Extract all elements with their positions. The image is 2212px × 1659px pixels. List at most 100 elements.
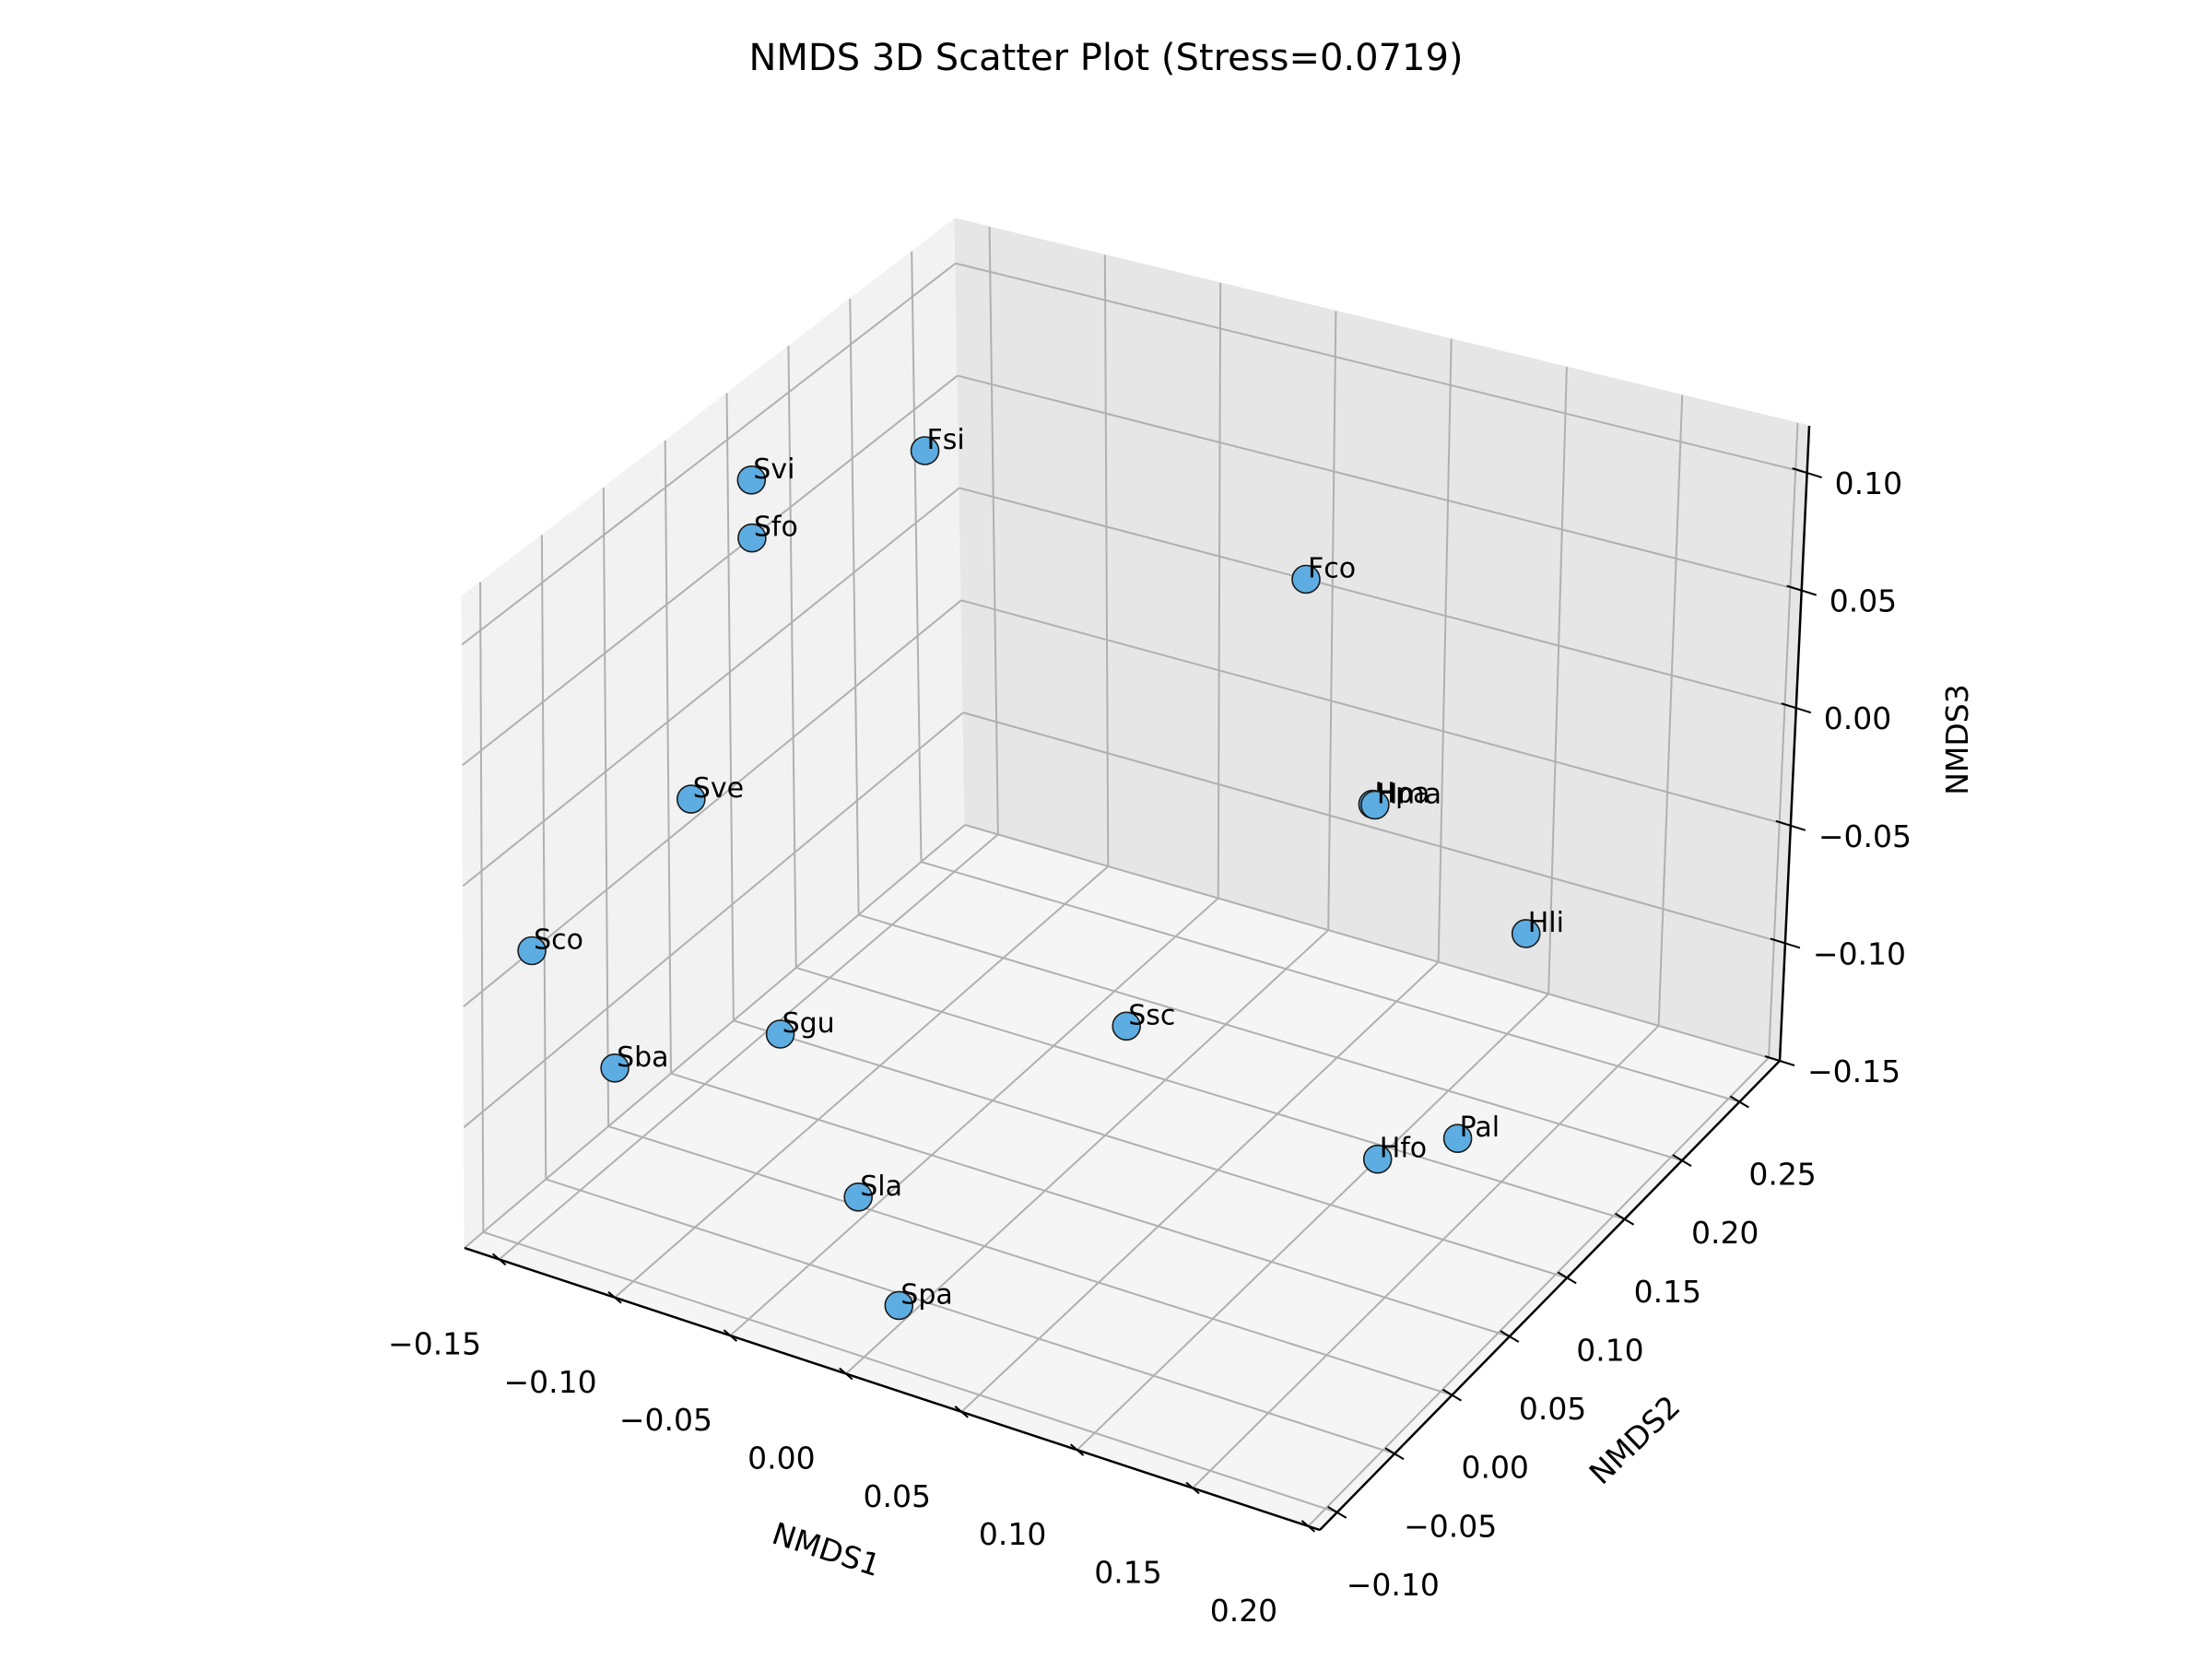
data-point — [910, 436, 940, 465]
data-point — [1362, 1144, 1393, 1174]
y-gridline — [858, 913, 1683, 1162]
x-gridline — [1307, 1056, 1770, 1527]
z-axis-label: NMDS3 — [1939, 684, 1975, 795]
z-tick-label: 0.05 — [1830, 583, 1897, 619]
y-axis-line — [1319, 1060, 1781, 1531]
y-tick-mark — [1729, 1095, 1749, 1109]
y-tick-label: −0.05 — [1404, 1508, 1497, 1544]
y-gridline — [602, 488, 610, 1127]
x-tick-mark — [1185, 1481, 1200, 1495]
y-tick-mark — [1441, 1388, 1462, 1402]
y-axis-label: NMDS2 — [1583, 1388, 1688, 1491]
x-tick-label: 0.20 — [1210, 1593, 1277, 1629]
data-point-label: Fsi — [927, 424, 965, 456]
x-tick-mark — [607, 1290, 622, 1304]
y-gridline — [540, 535, 547, 1180]
data-point-label: Hfo — [1380, 1133, 1427, 1165]
y-tick-label: 0.10 — [1576, 1332, 1643, 1368]
z-tick-mark — [1792, 467, 1822, 478]
y-gridline — [479, 582, 485, 1232]
data-points: FsiFcoSviSfoHpaHmaHliSveScoSscSguSbaHfoP… — [517, 424, 1564, 1321]
data-point — [1442, 1124, 1473, 1153]
x-gridline — [1327, 311, 1337, 931]
z-gridline — [962, 712, 1786, 945]
x-gridline — [1657, 394, 1684, 1026]
y-tick-label: 0.00 — [1461, 1450, 1528, 1486]
data-point — [884, 1290, 914, 1321]
y-tick-mark — [1672, 1154, 1692, 1168]
y-gridline — [733, 1019, 1568, 1279]
x-gridline — [960, 961, 1440, 1413]
x-tick-label: −0.05 — [619, 1402, 712, 1438]
y-tick-mark — [1327, 1506, 1347, 1519]
data-point-label: Spa — [900, 1278, 952, 1311]
y-gridline — [725, 393, 735, 1021]
y-gridline — [921, 861, 1740, 1103]
y-gridline — [787, 346, 797, 968]
data-point-label: Ssc — [1128, 999, 1175, 1031]
z-gridline — [463, 599, 962, 1007]
y-tick-label: 0.05 — [1519, 1391, 1586, 1427]
y-gridline — [849, 299, 860, 915]
x-tick-mark — [491, 1253, 507, 1266]
z-gridline — [960, 599, 1792, 827]
z-tick-label: 0.10 — [1835, 465, 1902, 501]
z-tick-label: −0.15 — [1807, 1053, 1900, 1089]
data-point-label: Sve — [693, 772, 744, 805]
x-tick-mark — [839, 1367, 853, 1381]
data-point-label: Fco — [1308, 553, 1356, 585]
x-tick-mark — [1300, 1520, 1316, 1533]
z-gridline — [964, 824, 1781, 1062]
z-gridline — [461, 262, 957, 646]
z-tick-label: −0.10 — [1813, 935, 1906, 971]
z-tick-mark — [1781, 702, 1812, 714]
data-point — [1112, 1011, 1141, 1041]
x-tick-mark — [954, 1406, 969, 1418]
x-tick-label: 0.05 — [864, 1478, 931, 1514]
data-point — [676, 784, 706, 814]
data-point — [765, 1019, 795, 1049]
x-axis-label: NMDS1 — [768, 1515, 885, 1583]
x-gridline — [498, 833, 999, 1261]
y-tick-mark — [1557, 1271, 1577, 1285]
y-tick-mark — [1500, 1330, 1520, 1343]
y-tick-label: 0.20 — [1691, 1215, 1759, 1251]
x-gridline — [729, 897, 1219, 1336]
data-point — [1511, 919, 1541, 948]
x-gridline — [1217, 282, 1222, 899]
y-tick-label: 0.15 — [1634, 1274, 1701, 1310]
y-gridline — [911, 251, 923, 863]
z-axis-line — [1778, 425, 1811, 1062]
y-gridline — [607, 1125, 1453, 1396]
y-tick-mark — [1384, 1447, 1405, 1461]
data-point-label: Svi — [753, 453, 794, 486]
data-point — [737, 523, 767, 553]
data-point-label: Sfo — [754, 512, 798, 544]
data-point — [736, 465, 767, 495]
z-gridline — [463, 712, 964, 1128]
data-point-label: Sgu — [782, 1007, 835, 1040]
data-point — [1291, 564, 1321, 594]
x-gridline — [614, 865, 1109, 1299]
x-tick-mark — [1069, 1443, 1085, 1456]
chart-title: NMDS 3D Scatter Plot (Stress=0.0719) — [748, 37, 1463, 79]
z-gridline — [464, 824, 966, 1249]
z-gridline — [462, 374, 959, 767]
x-gridline — [1192, 1025, 1660, 1489]
data-point-label: Hli — [1528, 907, 1564, 939]
x-gridline — [1103, 254, 1110, 866]
x-gridline — [1547, 367, 1568, 994]
x-gridline — [1437, 338, 1453, 962]
x-tick-label: 0.15 — [1094, 1555, 1161, 1591]
z-tick-mark — [1770, 937, 1801, 949]
y-gridline — [664, 440, 672, 1074]
x-tick-label: −0.15 — [388, 1325, 481, 1361]
z-gridline — [955, 262, 1807, 475]
data-point — [843, 1182, 874, 1212]
data-point-label: Pal — [1460, 1112, 1500, 1144]
x-tick-label: −0.10 — [503, 1364, 596, 1400]
data-point-label: Hma — [1377, 778, 1441, 810]
x-gridline — [1076, 993, 1549, 1451]
data-point — [1360, 790, 1390, 820]
